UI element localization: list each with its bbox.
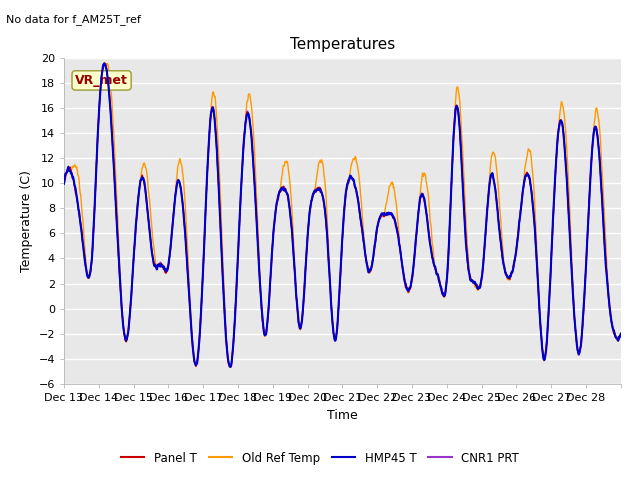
X-axis label: Time: Time (327, 408, 358, 421)
Title: Temperatures: Temperatures (290, 37, 395, 52)
Text: No data for f_AM25T_ref: No data for f_AM25T_ref (6, 14, 141, 25)
Text: VR_met: VR_met (75, 74, 128, 87)
Y-axis label: Temperature (C): Temperature (C) (20, 170, 33, 272)
Legend: Panel T, Old Ref Temp, HMP45 T, CNR1 PRT: Panel T, Old Ref Temp, HMP45 T, CNR1 PRT (116, 447, 524, 469)
